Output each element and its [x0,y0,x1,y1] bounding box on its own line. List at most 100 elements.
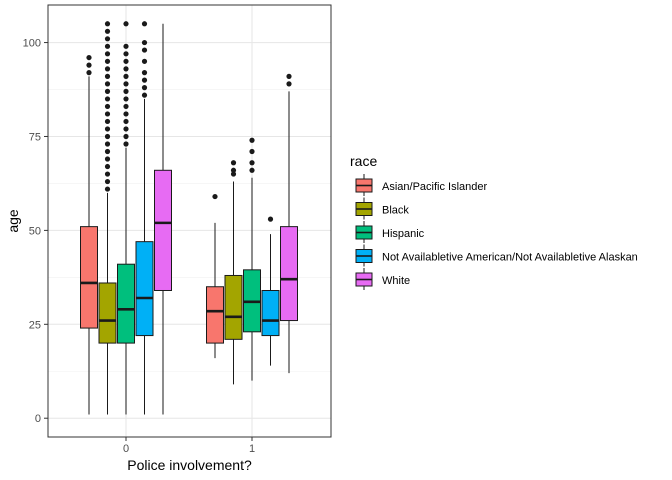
legend-entry: White [355,268,410,290]
outlier-point [123,66,129,72]
outlier-point [104,51,111,57]
legend-label: Hispanic [382,228,425,240]
x-tick-label: 0 [123,443,129,455]
outlier-point [141,39,148,46]
outlier-point [104,81,111,87]
outlier-point [141,70,148,76]
outlier-point [123,133,129,140]
box-iqr [98,282,117,344]
legend: race Asian/Pacific Islander Black Hispanic… [350,153,638,290]
box-iqr [117,263,135,344]
box-group [280,73,298,374]
outlier-point [104,141,111,147]
plot-panel-border [47,4,332,438]
outlier-point [104,118,111,125]
outlier-point [104,21,111,27]
box-layer [80,21,298,415]
outlier-point [104,43,111,49]
outlier-point [104,163,111,170]
box-group [261,216,280,366]
box-group [135,21,154,415]
legend-label: White [382,275,410,287]
outlier-point [230,167,237,173]
outlier-point [286,73,292,79]
box-group [154,23,172,415]
legend-label: Black [382,205,409,217]
outlier-point [141,85,148,91]
box-iqr [280,226,298,322]
legend-label: Not Availabletive American/Not Available… [382,252,638,264]
outlier-point [104,178,111,185]
box-iqr [224,274,243,340]
box-iqr [80,226,98,329]
box-iqr [135,241,154,337]
outlier-point [141,77,148,83]
y-axis-title: age [5,209,21,233]
outlier-point [86,70,92,76]
outlier-point [86,62,92,68]
outlier-point [86,54,92,61]
legend-title: race [350,153,377,169]
box-group [243,137,261,381]
y-tick-label: 100 [23,38,41,50]
y-tick-label: 0 [35,413,41,425]
outlier-point [104,36,111,42]
box-iqr [154,169,172,291]
outlier-point [123,43,129,49]
box-group [80,54,98,415]
outlier-point [104,171,111,177]
outlier-point [123,73,129,79]
outlier-point [141,58,148,64]
outlier-point [104,126,111,132]
outlier-point [104,186,111,192]
outlier-point [123,103,129,110]
outlier-point [123,118,129,125]
outlier-point [123,81,129,87]
outlier-point [123,126,129,132]
outlier-point [123,88,129,94]
axes: 0 25 50 75 100 0 1 [23,38,255,455]
plot-panel-background [48,5,331,437]
outlier-point [104,156,111,162]
outlier-point [212,193,218,200]
legend-label: Asian/Pacific Islander [382,181,487,193]
box-iqr [261,289,280,337]
box-group [206,193,224,359]
outlier-point [141,21,148,27]
outlier-point [123,141,129,147]
outlier-point [123,58,129,64]
legend-entry: Hispanic [355,221,425,243]
outlier-point [249,160,255,166]
outlier-point [104,148,111,155]
outlier-point [230,171,237,177]
outlier-point [249,167,255,173]
outlier-point [141,47,148,53]
y-tick-label: 50 [29,225,41,237]
legend-entry: Not Availabletive American/Not Available… [355,244,638,267]
outlier-point [249,137,255,143]
outlier-point [104,58,111,64]
box-iqr [206,286,224,344]
box-group [224,160,243,385]
outlier-point [123,96,129,102]
outlier-point [104,103,111,110]
outlier-point [286,81,292,87]
x-axis-title: Police involvement? [127,457,252,473]
outlier-point [104,96,111,102]
y-tick-label: 75 [29,131,41,143]
legend-entry: Black [355,197,409,220]
box-group [117,21,135,415]
outlier-point [104,28,111,34]
outlier-point [104,133,111,140]
outlier-point [123,21,129,27]
outlier-point [123,51,129,57]
legend-entry: Asian/Pacific Islander [355,174,487,196]
outlier-point [267,216,274,222]
outlier-point [104,73,111,79]
outlier-point [141,92,148,98]
outlier-point [104,88,111,94]
outlier-point [249,148,255,155]
y-tick-label: 25 [29,319,41,331]
x-tick-label: 1 [249,443,255,455]
